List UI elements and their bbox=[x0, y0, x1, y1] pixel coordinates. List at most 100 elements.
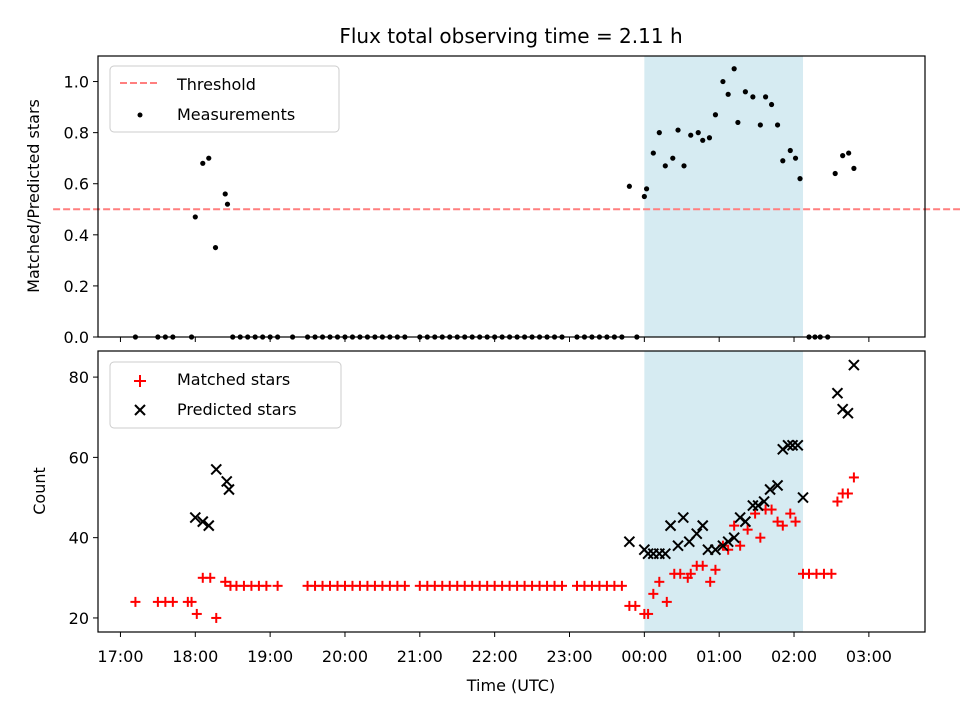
matched-star-point bbox=[630, 600, 641, 611]
measurement-point bbox=[706, 135, 713, 141]
x-tick-label: 23:00 bbox=[546, 647, 592, 666]
predicted-star-point bbox=[752, 499, 764, 512]
measurement-point bbox=[797, 176, 803, 182]
bottom-panel: 20 40 60 80 17:00 18:00 19:00 20:00 21:00 22:00 2… bbox=[30, 350, 926, 695]
matched-star-point bbox=[710, 564, 721, 575]
matched-star-point bbox=[705, 576, 716, 587]
legend-predicted-label: Predicted stars bbox=[177, 400, 297, 419]
bottom-y-tick-label: 20 bbox=[69, 609, 89, 628]
x-tick-label: 03:00 bbox=[846, 647, 892, 666]
matched-star-point bbox=[399, 580, 410, 591]
matched-star-point bbox=[211, 612, 222, 623]
top-highlight-span bbox=[644, 56, 804, 337]
bottom-legend-box bbox=[109, 361, 342, 429]
matched-star-point bbox=[832, 496, 843, 507]
top-y-axis-label: Matched/Predicted stars bbox=[24, 99, 43, 293]
predicted-star-point bbox=[739, 515, 752, 528]
x-tick-label: 19:00 bbox=[247, 647, 293, 666]
measurement-point bbox=[735, 119, 741, 126]
predicted-star-point bbox=[672, 539, 684, 552]
matched-star-point bbox=[785, 508, 796, 519]
predicted-star-point bbox=[659, 548, 672, 560]
matched-star-point bbox=[777, 520, 788, 531]
top-y-tick-label: 0.6 bbox=[64, 175, 89, 194]
measurement-point bbox=[695, 130, 701, 136]
measurement-point bbox=[768, 101, 775, 108]
measurement-point bbox=[700, 137, 706, 143]
predicted-star-point bbox=[677, 511, 689, 524]
matched-star-point bbox=[735, 540, 746, 551]
matched-star-point bbox=[697, 560, 708, 571]
top-panel: 0.0 0.2 0.4 0.6 0.8 1.0 Matched/Predicted sta… bbox=[24, 55, 960, 347]
matched-star-point bbox=[755, 532, 766, 543]
matched-star-point bbox=[557, 580, 568, 591]
predicted-star-point bbox=[782, 439, 794, 452]
predicted-star-point bbox=[848, 359, 860, 371]
predicted-star-point bbox=[189, 511, 202, 524]
matched-star-point bbox=[675, 568, 686, 579]
bottom-highlight-span bbox=[644, 351, 804, 632]
matched-star-point bbox=[191, 608, 202, 619]
predicted-star-point bbox=[831, 387, 844, 399]
bottom-y-tick-label: 80 bbox=[69, 368, 89, 387]
matched-star-point bbox=[616, 580, 627, 591]
measurement-point bbox=[192, 214, 198, 220]
bottom-axes-frame bbox=[97, 350, 926, 633]
matched-star-point bbox=[826, 568, 837, 579]
x-tick-label: 22:00 bbox=[472, 647, 518, 666]
measurement-point bbox=[851, 165, 857, 171]
measurement-point bbox=[832, 170, 838, 177]
top-axes-frame bbox=[97, 55, 926, 338]
matched-star-point bbox=[848, 472, 859, 483]
predicted-star-point bbox=[764, 483, 776, 496]
measurement-point bbox=[681, 163, 687, 169]
measurement-point bbox=[656, 130, 662, 136]
predicted-star-point bbox=[771, 479, 784, 492]
measurement-point bbox=[750, 94, 756, 100]
matched-star-point bbox=[842, 488, 853, 499]
matched-star-point bbox=[272, 580, 283, 591]
legend-threshold-label: Threshold bbox=[176, 75, 256, 94]
measurement-point bbox=[626, 183, 632, 189]
legend-matched-label: Matched stars bbox=[177, 370, 290, 389]
matched-star-point bbox=[772, 516, 783, 527]
measurement-point bbox=[762, 94, 769, 100]
measurement-point bbox=[643, 186, 650, 192]
x-tick-label: 21:00 bbox=[397, 647, 443, 666]
matched-star-point bbox=[790, 516, 801, 527]
matched-star-point bbox=[130, 596, 141, 607]
measurement-point bbox=[720, 78, 726, 85]
matched-star-point bbox=[661, 596, 672, 607]
x-tick-label: 02:00 bbox=[771, 647, 817, 666]
matched-star-point bbox=[261, 580, 272, 591]
predicted-star-point bbox=[691, 527, 703, 540]
bottom-y-axis-label: Count bbox=[30, 467, 49, 515]
predicted-star-point bbox=[728, 531, 740, 544]
legend-predicted-swatch bbox=[134, 404, 146, 416]
predicted-star-point bbox=[842, 407, 854, 419]
x-axis-label: Time (UTC) bbox=[466, 676, 555, 695]
matched-star-point bbox=[205, 572, 216, 583]
legend-measurements-swatch bbox=[137, 112, 143, 118]
measurement-point bbox=[222, 191, 228, 197]
measurement-point bbox=[731, 66, 737, 72]
measurement-point bbox=[212, 244, 219, 251]
measurement-point bbox=[840, 153, 846, 159]
predicted-star-point bbox=[786, 439, 799, 452]
top-y-tick-label: 0.4 bbox=[64, 226, 89, 245]
matched-star-point bbox=[167, 596, 178, 607]
top-y-tick-label: 1.0 bbox=[64, 73, 89, 92]
predicted-star-point bbox=[797, 491, 809, 504]
bottom-y-tick-label: 40 bbox=[69, 529, 89, 548]
matched-star-point bbox=[220, 576, 231, 587]
measurement-point bbox=[780, 158, 786, 164]
measurement-point bbox=[675, 127, 681, 133]
x-tick-label: 18:00 bbox=[172, 647, 218, 666]
measurement-point bbox=[792, 155, 799, 161]
measurement-point bbox=[742, 89, 748, 95]
measurement-point bbox=[787, 147, 793, 154]
measurement-point bbox=[641, 193, 647, 200]
predicted-star-point bbox=[203, 519, 215, 532]
matched-star-point bbox=[186, 596, 197, 607]
